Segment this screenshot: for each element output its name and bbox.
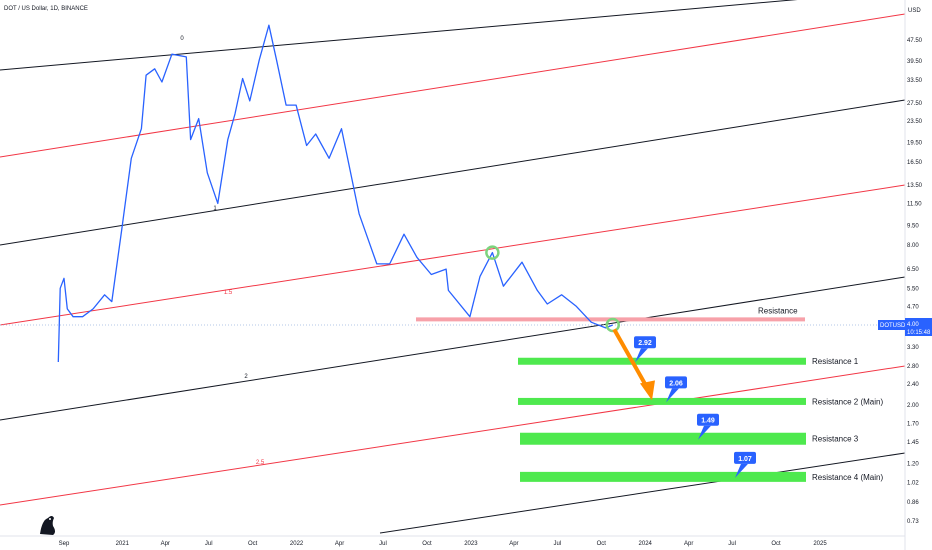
x-tick-label: 2024 [639, 541, 653, 547]
y-tick-label: 8.00 [907, 243, 919, 249]
resistance-zones: Resistance 1 2.92 Resistance 2 (Main) 2.06 R… [518, 336, 883, 482]
highlight-circle [605, 317, 620, 333]
y-tick-label: 9.50 [907, 223, 919, 229]
y-tick-label: 16.50 [907, 160, 923, 166]
y-tick-label: 1.70 [907, 422, 919, 428]
channel-line [0, 99, 906, 246]
symbol-title: DOT / US Dollar, 1D, BINANCE [4, 6, 88, 12]
value-tag-text: 2.92 [638, 340, 652, 347]
y-tick-label: 11.50 [907, 201, 922, 207]
y-tick-label: 1.45 [907, 440, 919, 446]
x-tick-label: Apr [509, 541, 518, 547]
value-tag-pointer [698, 425, 711, 440]
x-tick-label: Jul [553, 541, 561, 547]
y-tick-label: 0.73 [907, 519, 919, 525]
x-tick-label: Oct [771, 541, 781, 547]
channel-label: 1.5 [224, 290, 233, 296]
x-tick-label: 2025 [813, 541, 827, 547]
y-tick-label: 13.50 [907, 183, 923, 189]
x-tick-label: Jul [379, 541, 387, 547]
channel-line [0, 13, 906, 158]
channel-line [0, 276, 906, 421]
pitchfork-channels: 0 1 1.5 2 2.5 [0, 0, 906, 534]
zone-label: Resistance 2 (Main) [812, 397, 883, 406]
forecast-arrow-shaft [612, 328, 649, 389]
channel-label: 2.5 [256, 460, 265, 466]
value-tag-pointer [735, 463, 748, 478]
x-tick-label: Oct [597, 541, 607, 547]
current-price-tag: DOTUSD 4.00 10:15:48 [878, 318, 932, 336]
channel-line [0, 0, 798, 71]
y-tick-label: 47.50 [907, 38, 923, 44]
zone-label: Resistance 3 [812, 435, 859, 444]
y-tick-label: 39.50 [907, 59, 923, 65]
highlight-circle [485, 245, 500, 260]
y-tick-label: 4.70 [907, 304, 919, 310]
x-tick-label: Oct [248, 541, 258, 547]
y-tick-label: 27.50 [907, 101, 923, 107]
value-tag-text: 1.07 [738, 456, 752, 463]
y-axis[interactable]: 0.73 0.86 1.02 1.20 1.45 1.70 2.00 2.40 2.80 3.30… [904, 0, 923, 550]
y-tick-label: 5.50 [907, 286, 919, 292]
y-tick-label: 0.86 [907, 500, 919, 506]
channel-label: 1 [213, 206, 217, 212]
value-tag-pointer [635, 348, 648, 363]
y-tick-label: 3.30 [907, 345, 919, 351]
currency-label[interactable]: USD [908, 8, 921, 14]
y-tick-label: 19.50 [907, 141, 923, 147]
y-tick-label: 6.50 [907, 267, 919, 273]
value-tag-text: 1.49 [701, 418, 715, 425]
value-tag-text: 2.06 [669, 380, 683, 387]
channel-label: 2 [244, 374, 248, 380]
resistance-zone [518, 397, 806, 405]
x-tick-label: Jul [205, 541, 213, 547]
resistance-zone [518, 357, 806, 365]
x-tick-label: Apr [335, 541, 344, 547]
zone-label: Resistance 4 (Main) [812, 473, 883, 482]
channel-line [379, 452, 906, 534]
value-tag-pointer [666, 388, 679, 403]
x-tick-label: 2022 [290, 541, 304, 547]
y-tick-label: 1.20 [907, 462, 919, 468]
y-tick-label: 33.50 [907, 78, 923, 84]
symbol-tag-text: DOTUSD [880, 323, 906, 329]
channel-line [0, 184, 906, 326]
value-tag [665, 376, 687, 389]
x-tick-label: Apr [684, 541, 693, 547]
price-tag [905, 318, 932, 336]
y-tick-label: 2.80 [907, 364, 919, 370]
y-tick-label: 2.00 [907, 403, 919, 409]
channel-line [0, 365, 906, 506]
x-tick-label: Oct [422, 541, 432, 547]
resistance-zone [520, 432, 806, 445]
value-tag [634, 336, 656, 349]
resistance-zone [520, 471, 806, 482]
x-axis[interactable]: Sep 2021 Apr Jul Oct 2022 Apr Jul Oct 2023 Apr Jul O… [0, 535, 905, 547]
resistance-label: Resistance [758, 306, 798, 315]
y-tick-label: 2.40 [907, 382, 919, 388]
x-tick-label: 2021 [116, 541, 130, 547]
zone-label: Resistance 1 [812, 357, 859, 366]
x-tick-label: Jul [728, 541, 736, 547]
forecast-arrow-head [640, 380, 655, 401]
symbol-tag [878, 320, 905, 330]
x-tick-label: Sep [59, 541, 70, 547]
price-tag-countdown: 10:15:48 [907, 330, 931, 336]
y-tick-label: 23.50 [907, 119, 923, 125]
x-tick-label: Apr [161, 541, 170, 547]
y-tick-label: 1.02 [907, 480, 919, 486]
value-tag [734, 451, 756, 464]
annotations [485, 245, 655, 401]
price-tag-value: 4.00 [907, 322, 919, 328]
x-tick-label: 2023 [464, 541, 478, 547]
channel-label: 0 [180, 36, 184, 42]
value-tag [697, 413, 719, 426]
tradingview-logo-icon [40, 516, 55, 535]
